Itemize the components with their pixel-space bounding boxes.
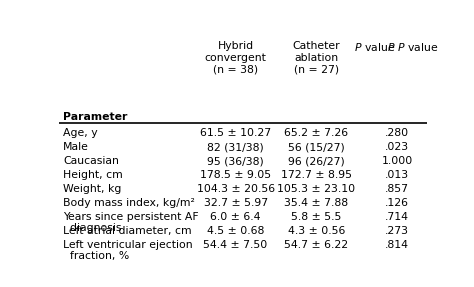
Text: 54.7 ± 6.22: 54.7 ± 6.22 bbox=[284, 240, 348, 250]
Text: Age, y: Age, y bbox=[63, 128, 98, 138]
Text: Height, cm: Height, cm bbox=[63, 170, 123, 180]
Text: .013: .013 bbox=[385, 170, 409, 180]
Text: 95 (36/38): 95 (36/38) bbox=[207, 156, 264, 166]
Text: Left ventricular ejection
  fraction, %: Left ventricular ejection fraction, % bbox=[63, 240, 192, 261]
Text: 96 (26/27): 96 (26/27) bbox=[288, 156, 345, 166]
Text: 82 (31/38): 82 (31/38) bbox=[207, 142, 264, 152]
Text: .714: .714 bbox=[385, 212, 409, 222]
Text: Male: Male bbox=[63, 142, 89, 152]
Text: 54.4 ± 7.50: 54.4 ± 7.50 bbox=[203, 240, 268, 250]
Text: 105.3 ± 23.10: 105.3 ± 23.10 bbox=[277, 184, 356, 194]
Text: 35.4 ± 7.88: 35.4 ± 7.88 bbox=[284, 198, 348, 208]
Text: 178.5 ± 9.05: 178.5 ± 9.05 bbox=[200, 170, 271, 180]
Text: Body mass index, kg/m²: Body mass index, kg/m² bbox=[63, 198, 195, 208]
Text: $\it{P}$ value: $\it{P}$ value bbox=[397, 41, 438, 53]
Text: .857: .857 bbox=[385, 184, 409, 194]
Text: 4.5 ± 0.68: 4.5 ± 0.68 bbox=[207, 226, 264, 236]
Text: 4.3 ± 0.56: 4.3 ± 0.56 bbox=[288, 226, 345, 236]
Text: 172.7 ± 8.95: 172.7 ± 8.95 bbox=[281, 170, 352, 180]
Text: $P$: $P$ bbox=[387, 41, 395, 53]
Text: Left atrial diameter, cm: Left atrial diameter, cm bbox=[63, 226, 191, 236]
Text: Weight, kg: Weight, kg bbox=[63, 184, 121, 194]
Text: .273: .273 bbox=[385, 226, 409, 236]
Text: $P$ value: $P$ value bbox=[354, 41, 395, 53]
Text: Parameter: Parameter bbox=[63, 112, 128, 122]
Text: 61.5 ± 10.27: 61.5 ± 10.27 bbox=[200, 128, 271, 138]
Text: 65.2 ± 7.26: 65.2 ± 7.26 bbox=[284, 128, 348, 138]
Text: Years since persistent AF
  diagnosis: Years since persistent AF diagnosis bbox=[63, 212, 199, 234]
Text: 32.7 ± 5.97: 32.7 ± 5.97 bbox=[203, 198, 268, 208]
Text: 104.3 ± 20.56: 104.3 ± 20.56 bbox=[197, 184, 274, 194]
Text: Catheter
ablation
(n = 27): Catheter ablation (n = 27) bbox=[292, 41, 340, 74]
Text: .814: .814 bbox=[385, 240, 409, 250]
Text: Caucasian: Caucasian bbox=[63, 156, 119, 166]
Text: Hybrid
convergent
(n = 38): Hybrid convergent (n = 38) bbox=[205, 41, 266, 74]
Text: .280: .280 bbox=[385, 128, 409, 138]
Text: 1.000: 1.000 bbox=[382, 156, 413, 166]
Text: 6.0 ± 6.4: 6.0 ± 6.4 bbox=[210, 212, 261, 222]
Text: .023: .023 bbox=[385, 142, 409, 152]
Text: 5.8 ± 5.5: 5.8 ± 5.5 bbox=[291, 212, 342, 222]
Text: 56 (15/27): 56 (15/27) bbox=[288, 142, 345, 152]
Text: .126: .126 bbox=[385, 198, 409, 208]
